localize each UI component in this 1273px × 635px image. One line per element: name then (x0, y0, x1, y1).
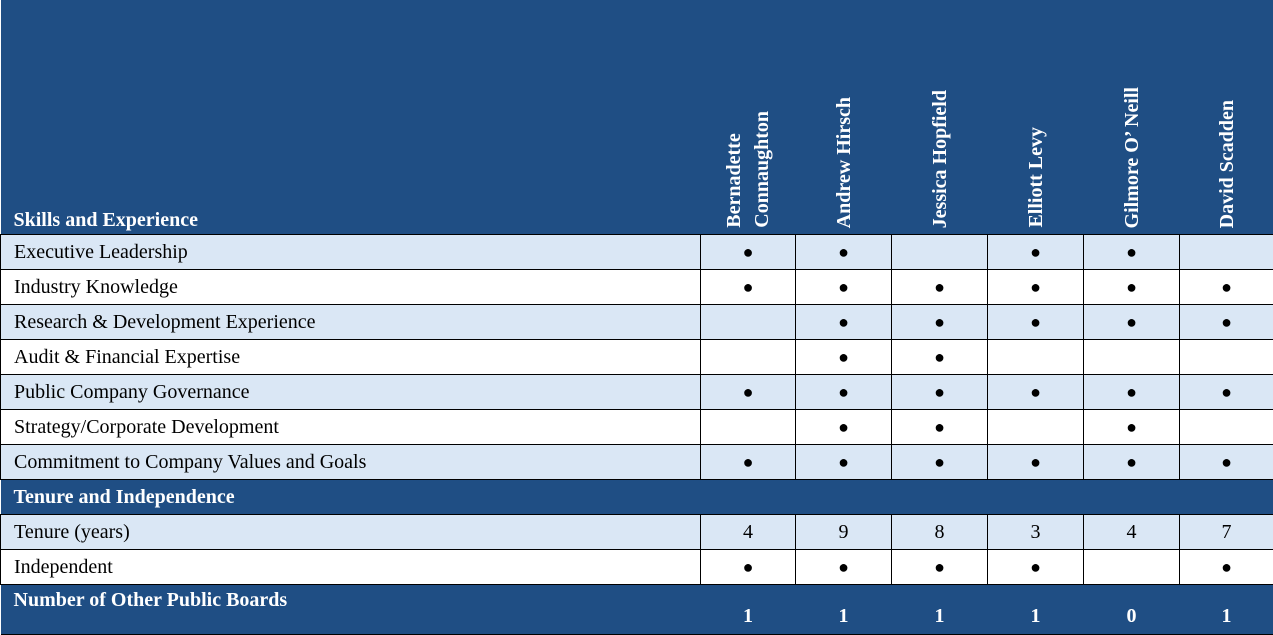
director-name: Bernadette Connaughton (720, 105, 776, 228)
cell-value: 1 (1180, 585, 1273, 635)
check-dot-icon: ● (892, 270, 988, 305)
director-name: Jessica Hopfield (926, 84, 954, 228)
check-dot-icon: ● (1084, 270, 1180, 305)
director-name: Gilmore O’ Neill (1118, 81, 1146, 228)
check-dot-icon: ● (796, 235, 892, 270)
director-header: David Scadden (1180, 0, 1273, 235)
check-dot-icon: ● (796, 270, 892, 305)
row-label: Tenure (years) (1, 515, 701, 550)
check-dot-icon: ● (1180, 270, 1273, 305)
cell-value (988, 340, 1084, 375)
table-row: Executive Leadership●●●● (1, 235, 1273, 270)
cell-value: 1 (988, 585, 1084, 635)
cell-value: 1 (796, 585, 892, 635)
table-row: Public Company Governance●●●●●● (1, 375, 1273, 410)
check-dot-icon: ● (1084, 235, 1180, 270)
director-name: Andrew Hirsch (830, 91, 858, 228)
row-label: Independent (1, 550, 701, 585)
cell-value: 1 (701, 585, 796, 635)
table-row: Research & Development Experience●●●●● (1, 305, 1273, 340)
cell-value (1180, 340, 1273, 375)
cell-value: 4 (1084, 515, 1180, 550)
check-dot-icon: ● (892, 445, 988, 480)
cell-value (701, 305, 796, 340)
check-dot-icon: ● (796, 550, 892, 585)
row-label: Number of Other Public Boards (1, 585, 701, 635)
check-dot-icon: ● (796, 410, 892, 445)
cell-value (892, 235, 988, 270)
check-dot-icon: ● (988, 550, 1084, 585)
cell-value (1180, 235, 1273, 270)
table-row: Independent●●●●● (1, 550, 1273, 585)
cell-value: 8 (892, 515, 988, 550)
director-header: Jessica Hopfield (892, 0, 988, 235)
cell-value (1084, 340, 1180, 375)
check-dot-icon: ● (701, 270, 796, 305)
director-header: Andrew Hirsch (796, 0, 892, 235)
cell-value: 9 (796, 515, 892, 550)
check-dot-icon: ● (796, 445, 892, 480)
director-header: Bernadette Connaughton (701, 0, 796, 235)
row-label: Commitment to Company Values and Goals (1, 445, 701, 480)
cell-value (701, 410, 796, 445)
director-header: Gilmore O’ Neill (1084, 0, 1180, 235)
tenure-heading: Tenure and Independence (1, 480, 1273, 515)
check-dot-icon: ● (1084, 410, 1180, 445)
cell-value: 4 (701, 515, 796, 550)
check-dot-icon: ● (701, 550, 796, 585)
check-dot-icon: ● (1084, 445, 1180, 480)
row-label: Research & Development Experience (1, 305, 701, 340)
check-dot-icon: ● (1084, 375, 1180, 410)
director-name: Elliott Levy (1022, 121, 1050, 228)
header-row: Skills and Experience Bernadette Connaug… (1, 0, 1273, 235)
cell-value: 0 (1084, 585, 1180, 635)
cell-value: 1 (892, 585, 988, 635)
check-dot-icon: ● (988, 270, 1084, 305)
check-dot-icon: ● (796, 305, 892, 340)
check-dot-icon: ● (1180, 550, 1273, 585)
row-label: Public Company Governance (1, 375, 701, 410)
table-row: Audit & Financial Expertise ●● (1, 340, 1273, 375)
row-label: Strategy/Corporate Development (1, 410, 701, 445)
cell-value (701, 340, 796, 375)
table-row: Industry Knowledge●●●●●● (1, 270, 1273, 305)
cell-value: 3 (988, 515, 1084, 550)
check-dot-icon: ● (1180, 445, 1273, 480)
skills-heading: Skills and Experience (1, 0, 701, 235)
table-row: Strategy/Corporate Development●●● (1, 410, 1273, 445)
section-row: Tenure and Independence (1, 480, 1273, 515)
check-dot-icon: ● (701, 375, 796, 410)
check-dot-icon: ● (796, 340, 892, 375)
check-dot-icon: ● (988, 235, 1084, 270)
check-dot-icon: ● (892, 340, 988, 375)
cell-value (988, 410, 1084, 445)
check-dot-icon: ● (988, 375, 1084, 410)
check-dot-icon: ● (892, 305, 988, 340)
cell-value (1084, 550, 1180, 585)
check-dot-icon: ● (892, 410, 988, 445)
director-name: David Scadden (1213, 94, 1241, 228)
check-dot-icon: ● (988, 305, 1084, 340)
check-dot-icon: ● (701, 445, 796, 480)
cell-value (1180, 410, 1273, 445)
check-dot-icon: ● (1180, 375, 1273, 410)
director-header: Elliott Levy (988, 0, 1084, 235)
row-label: Audit & Financial Expertise (1, 340, 701, 375)
row-label: Executive Leadership (1, 235, 701, 270)
cell-value: 7 (1180, 515, 1273, 550)
check-dot-icon: ● (1084, 305, 1180, 340)
check-dot-icon: ● (701, 235, 796, 270)
table-row: Commitment to Company Values and Goals●●… (1, 445, 1273, 480)
check-dot-icon: ● (892, 550, 988, 585)
check-dot-icon: ● (892, 375, 988, 410)
check-dot-icon: ● (796, 375, 892, 410)
check-dot-icon: ● (1180, 305, 1273, 340)
row-label: Industry Knowledge (1, 270, 701, 305)
check-dot-icon: ● (988, 445, 1084, 480)
